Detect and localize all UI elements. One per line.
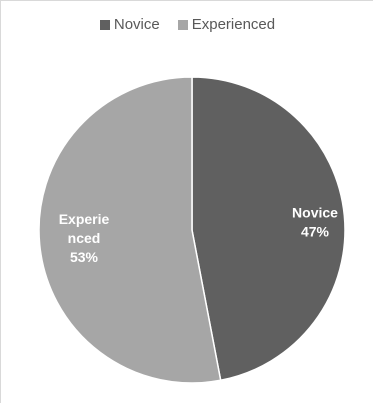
slice-label-line: Novice — [292, 205, 338, 221]
legend-item-novice: Novice — [99, 16, 160, 33]
pie-slice-experienced — [38, 76, 222, 384]
legend-item-experienced: Experienced — [177, 16, 276, 33]
legend-label-experienced: Experienced — [191, 16, 276, 33]
legend-label-novice: Novice — [113, 16, 160, 33]
pie-slice-novice — [191, 76, 346, 382]
slice-label-novice: Novice 47% — [292, 205, 338, 240]
slice-label-line: 53% — [70, 249, 99, 265]
legend: Novice Experienced — [0, 16, 375, 33]
slice-label-experienced: Experie nced 53% — [59, 211, 110, 265]
slice-label-line: Experie — [59, 211, 110, 227]
slice-label-line: nced — [68, 230, 101, 246]
legend-swatch-experienced — [177, 19, 188, 30]
legend-swatch-novice — [99, 19, 110, 30]
slice-label-line: 47% — [301, 224, 330, 240]
